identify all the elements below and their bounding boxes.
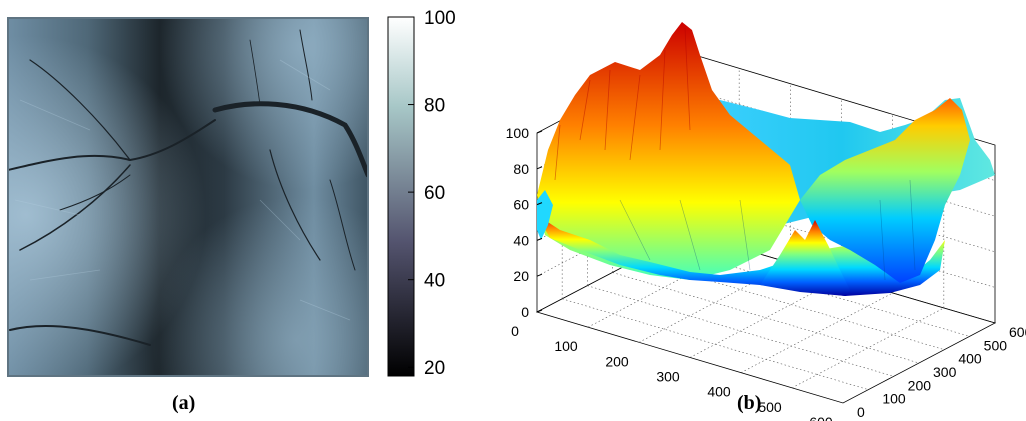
colorbar: 100 80 60 40 20 <box>387 8 456 379</box>
x-tick-label: 200 <box>605 353 629 369</box>
colorbar-tick-label: 100 <box>424 8 456 29</box>
y-tick-label: 300 <box>933 364 957 380</box>
x-tick-label: 100 <box>554 338 578 354</box>
panel-label-a: (a) <box>172 392 196 414</box>
x-tick-label: 0 <box>511 323 519 339</box>
dem-image <box>7 17 369 377</box>
colorbar-tick-label: 60 <box>424 183 445 204</box>
z-tick-label: 20 <box>513 268 529 284</box>
grid-line <box>562 298 869 390</box>
y-tick-label: 500 <box>984 337 1008 353</box>
colorbar-tick-label: 20 <box>424 358 445 379</box>
y-tick-label: 600 <box>1009 324 1026 340</box>
grid-line <box>740 292 893 373</box>
y-tick-label: 100 <box>882 391 906 407</box>
z-tick-mark <box>536 130 543 134</box>
z-tick-mark <box>536 273 543 277</box>
z-tick-label: 80 <box>513 161 529 177</box>
z-tick-label: 40 <box>513 232 529 248</box>
z-tick-label: 100 <box>506 125 530 141</box>
x-tick-label: 600 <box>809 414 833 421</box>
drainage-lines <box>8 29 368 346</box>
z-tick-label: 0 <box>521 304 529 320</box>
panel-label-b: (b) <box>737 392 762 414</box>
x-tick-label: 500 <box>758 399 782 415</box>
y-tick-label: 400 <box>958 351 982 367</box>
grid-line <box>689 277 842 358</box>
grid-line <box>587 285 894 377</box>
grid-line <box>791 307 944 389</box>
z-tick-mark <box>536 202 543 206</box>
grid-line <box>612 272 920 364</box>
colorbar-tick-label: 80 <box>424 96 445 117</box>
surface <box>537 22 995 296</box>
z-tick-mark <box>536 237 543 241</box>
z-tick-mark <box>536 309 543 313</box>
y-tick-label: 200 <box>908 377 932 393</box>
z-tick-mark <box>536 166 543 170</box>
z-tick-label: 60 <box>513 197 529 213</box>
x-tick-label: 300 <box>656 369 680 385</box>
grid-line <box>638 262 791 343</box>
x-tick-label: 400 <box>707 384 731 400</box>
y-tick-label: 0 <box>857 404 865 420</box>
colorbar-tick-label: 40 <box>424 271 445 292</box>
